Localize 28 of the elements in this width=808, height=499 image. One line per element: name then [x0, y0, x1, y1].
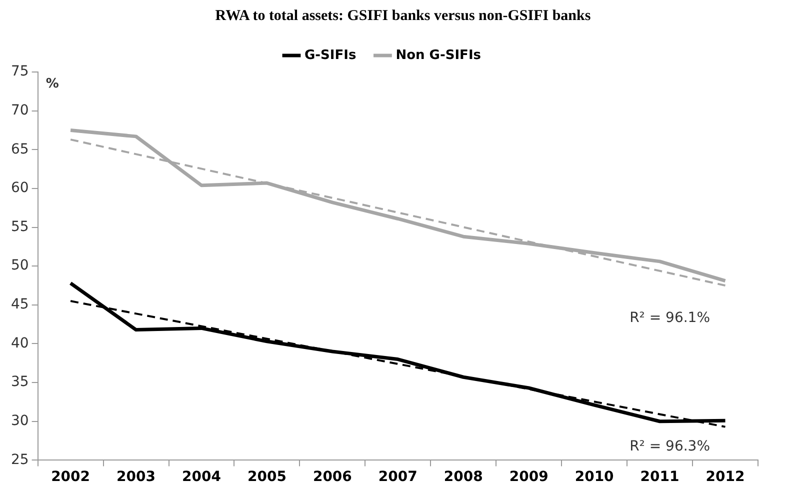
- annotation: R² = 96.1%: [630, 310, 710, 326]
- y-tick-label: 50: [10, 258, 29, 274]
- x-tick-label: 2005: [247, 469, 286, 486]
- chart-title: RWA to total assets: GSIFI banks versus non-GSIFI banks: [214, 8, 592, 25]
- y-tick-label: 35: [10, 374, 29, 390]
- x-tick-label: 2008: [444, 469, 483, 486]
- legend-label: Non G-SIFIs: [396, 48, 482, 63]
- x-tick-label: 2009: [509, 469, 548, 486]
- y-tick-label: 45: [10, 296, 29, 313]
- x-tick-label: 2012: [706, 469, 745, 486]
- x-tick-label: 2010: [574, 469, 614, 486]
- y-tick-label: 65: [10, 141, 29, 158]
- x-tick-label: 2007: [378, 469, 418, 486]
- y-tick-label: 55: [10, 218, 29, 235]
- x-tick-label: 2003: [116, 469, 156, 486]
- legend-label: G-SIFIs: [304, 48, 356, 63]
- y-tick-label: 40: [10, 335, 29, 352]
- x-tick-label: 2006: [312, 469, 352, 486]
- y-tick-label: 70: [10, 102, 29, 118]
- annotation: R² = 96.3%: [630, 438, 710, 454]
- y-tick-label: 60: [10, 180, 29, 196]
- y-tick-label: 30: [10, 413, 29, 430]
- y-axis-title: %: [46, 76, 59, 92]
- y-tick-label: 75: [10, 64, 29, 80]
- x-tick-label: 2004: [182, 469, 222, 486]
- x-tick-label: 2002: [51, 469, 90, 486]
- y-tick-label: 25: [10, 452, 29, 468]
- x-tick-label: 2011: [640, 469, 680, 486]
